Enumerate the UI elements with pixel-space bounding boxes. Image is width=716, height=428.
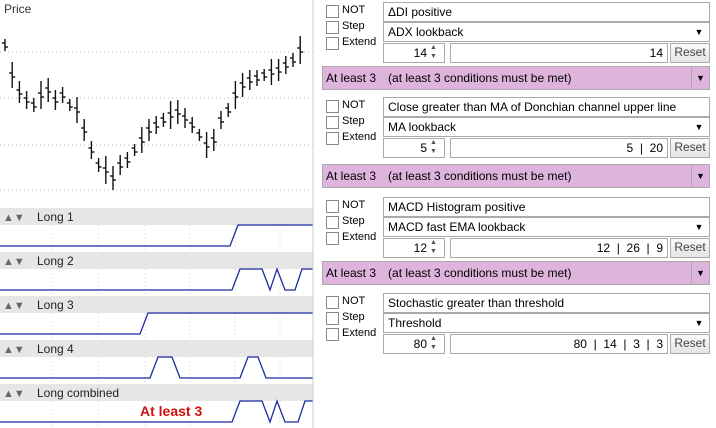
dropdown-arrow[interactable]: ▼ [691,67,709,89]
reset-button[interactable]: Reset [670,138,710,158]
spinner[interactable]: 5 [383,138,445,158]
checkbox[interactable] [326,100,339,113]
grid [0,51,313,191]
dropdown-arrow[interactable]: ▼ [691,165,709,187]
signal-label: Long combined [37,386,119,400]
checkbox[interactable] [326,328,339,341]
checkbox[interactable] [326,296,339,309]
parameter-dropdown[interactable]: MACD fast EMA lookback [383,217,710,237]
checkbox[interactable] [326,200,339,213]
checkbox[interactable] [326,5,339,18]
sort-arrows: ▲▼ [3,388,25,400]
checkbox[interactable] [326,37,339,50]
parameter-dropdown[interactable]: MA lookback [383,117,710,137]
signal-panel: Price ▲▼ Long 1▲▼ Long 2▲▼ Long 3▲▼ Long 4▲▼… [0,0,314,428]
checkbox-label: Extend [342,36,377,48]
spinner-arrows[interactable]: ▲ ▼ [430,239,437,255]
sort-arrows: ▲▼ [3,212,25,224]
combined-note: At least 3 [140,403,202,419]
signal-label: Long 3 [37,298,74,312]
signal-header [0,384,313,401]
dropdown-arrow[interactable]: ▼ [694,122,704,132]
spinner-arrows[interactable]: ▲ ▼ [430,44,437,60]
sort-arrows: ▲▼ [3,256,25,268]
checkbox-label: NOT [342,99,366,111]
values-field[interactable]: 14 [450,43,668,63]
reset-button[interactable]: Reset [670,238,710,258]
price-bars [2,36,304,190]
checkbox-label: Extend [342,231,377,243]
checkbox[interactable] [326,216,339,229]
checkbox-label: Step [342,115,365,127]
dropdown-arrow[interactable]: ▼ [694,318,704,328]
checkbox-label: NOT [342,295,366,307]
spinner[interactable]: 14 [383,43,445,63]
condition-field[interactable]: Stochastic greater than threshold [383,293,710,313]
combiner-mode: At least 3 [326,266,377,280]
sort-arrows: ▲▼ [3,344,25,356]
signal-label: Long 1 [37,210,74,224]
spinner-arrows[interactable]: ▲ ▼ [430,139,437,155]
combiner-mode: At least 3 [326,169,377,183]
reset-button[interactable]: Reset [670,43,710,63]
signal-line [0,224,313,247]
condition-field[interactable]: MACD Histogram positive [383,197,710,217]
values-field[interactable]: 12 | 26 | 9 [450,238,668,258]
spinner-arrows[interactable]: ▲ ▼ [430,335,437,351]
sort-arrows: ▲▼ [3,300,25,312]
parameter-dropdown[interactable]: Threshold [383,313,710,333]
price-label: Price [4,2,32,16]
signal-header [0,296,313,313]
signal-label: Long 2 [37,254,74,268]
combiner-mode: At least 3 [326,71,377,85]
values-field[interactable]: 80 | 14 | 3 | 3 [450,334,668,354]
checkbox-label: NOT [342,199,366,211]
combiner[interactable]: At least 3 (at least 3 conditions must be… [322,66,710,90]
signal-header [0,340,313,357]
checkbox-label: Extend [342,327,377,339]
checkbox[interactable] [326,132,339,145]
combiner-description: (at least 3 conditions must be met) [388,266,572,280]
dropdown-arrow[interactable]: ▼ [694,27,704,37]
checkbox-label: Step [342,20,365,32]
signal-header [0,252,313,269]
combiner-description: (at least 3 conditions must be met) [388,71,572,85]
checkbox[interactable] [326,21,339,34]
combiner[interactable]: At least 3 (at least 3 conditions must be… [322,164,710,188]
parameter-dropdown[interactable]: ADX lookback [383,22,710,42]
combiner[interactable]: At least 3 (at least 3 conditions must be… [322,261,710,285]
checkbox-label: Step [342,311,365,323]
signal-line [0,267,313,292]
checkbox-label: NOT [342,4,366,16]
signal-line [0,399,313,424]
price-plot [0,0,313,205]
checkbox-label: Step [342,215,365,227]
combiner-description: (at least 3 conditions must be met) [388,169,572,183]
signal-line [0,312,313,335]
spinner[interactable]: 12 [383,238,445,258]
signal-header [0,208,313,225]
signal-label: Long 4 [37,342,74,356]
checkbox[interactable] [326,312,339,325]
signal-rows: ▲▼ Long 1 ▲▼ Long 2 ▲▼ Long 3 ▲▼ Long 4 ▲▼ Long c… [0,208,313,428]
signal-line [0,356,313,379]
values-field[interactable]: 5 | 20 [450,138,668,158]
dropdown-arrow[interactable]: ▼ [691,262,709,284]
checkbox[interactable] [326,232,339,245]
condition-field[interactable]: Close greater than MA of Donchian channe… [383,97,710,117]
checkbox[interactable] [326,116,339,129]
spinner[interactable]: 80 [383,334,445,354]
condition-field[interactable]: ΔDI positive [383,2,710,22]
checkbox-label: Extend [342,131,377,143]
reset-button[interactable]: Reset [670,334,710,354]
dropdown-arrow[interactable]: ▼ [694,222,704,232]
